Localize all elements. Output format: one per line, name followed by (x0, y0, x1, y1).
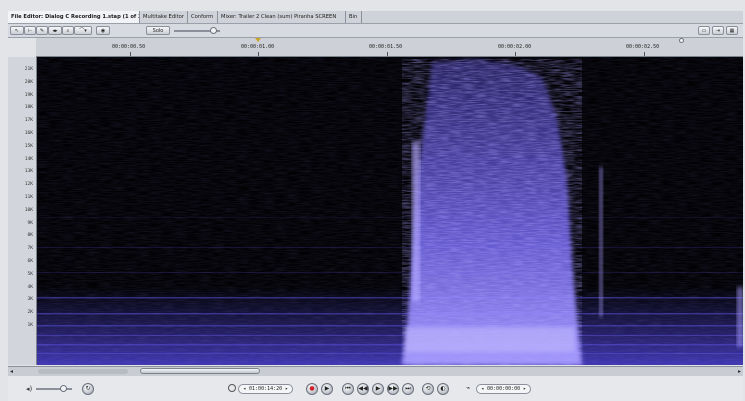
spectrogram-graphic (37, 57, 743, 365)
record-button[interactable]: ● (306, 383, 318, 395)
transport-bar: ◂) ↻ ◂ 01:00:14:20 ▸ ● ▶ ⏮ ◀◀ ▶ ▶▶ ⏭ ⟲ ◐… (8, 376, 743, 401)
scroll-left-icon[interactable]: ◂ (10, 368, 14, 375)
clock-icon (228, 384, 236, 392)
ruler-tick-label: 00:00:01.50 (369, 44, 403, 50)
frequency-label: 1K (27, 323, 33, 328)
current-timecode: 01:00:14:20 (249, 386, 283, 392)
ruler-tick-label: 00:00:02.00 (498, 44, 532, 50)
tab-multitake-editor[interactable]: Multitake Editor (140, 11, 188, 23)
volume-slider-thumb[interactable] (60, 385, 67, 392)
ruler-tick (258, 52, 259, 56)
zoom-slider-thumb[interactable] (210, 27, 217, 34)
fast-forward-button[interactable]: ▶▶ (387, 383, 399, 395)
frequency-label: 4K (27, 284, 33, 290)
scroll-thumb[interactable] (140, 368, 260, 374)
tab-conform[interactable]: Conform (188, 11, 218, 23)
layout-button-1[interactable]: ▭ (698, 26, 710, 35)
play-button[interactable]: ▶ (321, 383, 333, 395)
duration-timecode-field[interactable]: ◂ 00:00:00:00 ▸ (476, 384, 532, 394)
loop-icon: ↻ (85, 385, 91, 392)
frequency-label: 7K (27, 246, 33, 252)
frequency-label: 19K (24, 92, 33, 98)
range-tool-button[interactable]: ⊢ (24, 26, 36, 35)
layout-button-3[interactable]: ▦ (726, 26, 738, 35)
playhead-marker-icon[interactable] (255, 38, 261, 42)
duration-icon: ⌁ (466, 384, 471, 392)
play-forward-icon: ▶ (375, 385, 381, 392)
ruler-tick (130, 52, 131, 56)
frequency-label: 13K (24, 169, 33, 175)
scrub-tool-button[interactable]: ◂▸ (48, 26, 62, 35)
loop-playback-button[interactable]: ⟲ (422, 383, 434, 395)
solo-button[interactable]: Solo (146, 26, 170, 35)
sync-icon: ◐ (440, 385, 446, 392)
frequency-label: 5K (27, 271, 33, 277)
go-to-start-icon: ⏮ (345, 385, 351, 392)
arrow-tool-button[interactable]: ↖ (10, 26, 24, 35)
current-timecode-field[interactable]: ◂ 01:00:14:20 ▸ (238, 384, 294, 394)
loop-playback-icon: ⟲ (425, 385, 431, 392)
layout-button-2[interactable]: ⇥ (712, 26, 724, 35)
frequency-label: 16K (24, 131, 33, 136)
pencil-tool-button[interactable]: ✎ (36, 26, 48, 35)
scroll-end-marker-icon[interactable] (679, 38, 684, 43)
frequency-label: 8K (27, 233, 33, 239)
frequency-label: 2K (27, 310, 33, 316)
play-icon: ▶ (324, 385, 330, 392)
go-to-end-icon: ⏭ (405, 385, 411, 392)
frequency-label: 12K (24, 182, 33, 188)
frequency-label: 3K (27, 297, 33, 303)
rewind-icon: ◀◀ (358, 385, 368, 392)
record-icon: ● (309, 385, 315, 392)
frequency-label: 11K (24, 195, 33, 200)
speaker-icon: ◂) (26, 385, 33, 393)
ruler-tick (644, 52, 645, 56)
tab-file-editor[interactable]: File Editor: Dialog C Recording 1.stap (… (8, 11, 140, 23)
volume-slider[interactable] (36, 385, 72, 392)
loop-button[interactable]: ↻ (82, 383, 94, 395)
frequency-label: 10K (24, 207, 33, 213)
tab-bin[interactable]: Bin (346, 11, 362, 23)
frequency-label: 9K (27, 220, 33, 226)
play-forward-button[interactable]: ▶ (372, 383, 384, 395)
fade-tool-button[interactable]: ⌒▾ (74, 26, 92, 35)
frequency-label: 6K (27, 259, 33, 264)
scroll-right-icon[interactable]: ▸ (737, 368, 741, 375)
tab-mixer[interactable]: Mixer: Trailer 2 Clean (sum) Piranha SCR… (218, 11, 346, 23)
tab-bar: File Editor: Dialog C Recording 1.stap (… (8, 11, 743, 24)
frequency-axis: 21K 20K 19K 18K 17K 16K 15K 14K 13K 12K 11K 10K 9K 8K… (8, 57, 37, 365)
time-ruler[interactable]: 00:00:00.50 00:00:01.00 00:00:01.50 00:0… (36, 38, 743, 57)
ruler-tick (387, 52, 388, 56)
editor-toolbar: ↖ ⊢ ✎ ◂▸ ⌕ ⌒▾ ◉ Solo ▭ ⇥ ▦ (8, 24, 743, 38)
horizontal-scroll-bar[interactable]: ◂ ▸ (8, 366, 743, 376)
rewind-button[interactable]: ◀◀ (357, 383, 369, 395)
ruler-tick (515, 52, 516, 56)
duration-timecode: 00:00:00:00 (487, 386, 521, 392)
zoom-slider[interactable] (174, 27, 220, 34)
view-mode-button[interactable]: ◉ (96, 26, 110, 35)
frequency-label: 15K (24, 143, 33, 149)
ruler-tick-label: 00:00:00.50 (112, 44, 146, 50)
zoom-tool-button[interactable]: ⌕ (62, 26, 74, 35)
fast-forward-icon: ▶▶ (388, 385, 398, 392)
ruler-tick-label: 00:00:01.00 (241, 44, 275, 50)
frequency-label: 18K (24, 105, 33, 111)
frequency-label: 14K (24, 156, 33, 162)
frequency-label: 17K (24, 118, 33, 124)
go-to-end-button[interactable]: ⏭ (402, 383, 414, 395)
sync-button[interactable]: ◐ (437, 383, 449, 395)
scroll-track[interactable] (38, 369, 128, 374)
frequency-label: 20K (24, 79, 33, 85)
spectrogram-view[interactable] (37, 57, 743, 365)
frequency-label: 21K (24, 67, 33, 72)
go-to-start-button[interactable]: ⏮ (342, 383, 354, 395)
ruler-tick-label: 00:00:02.50 (626, 44, 660, 50)
